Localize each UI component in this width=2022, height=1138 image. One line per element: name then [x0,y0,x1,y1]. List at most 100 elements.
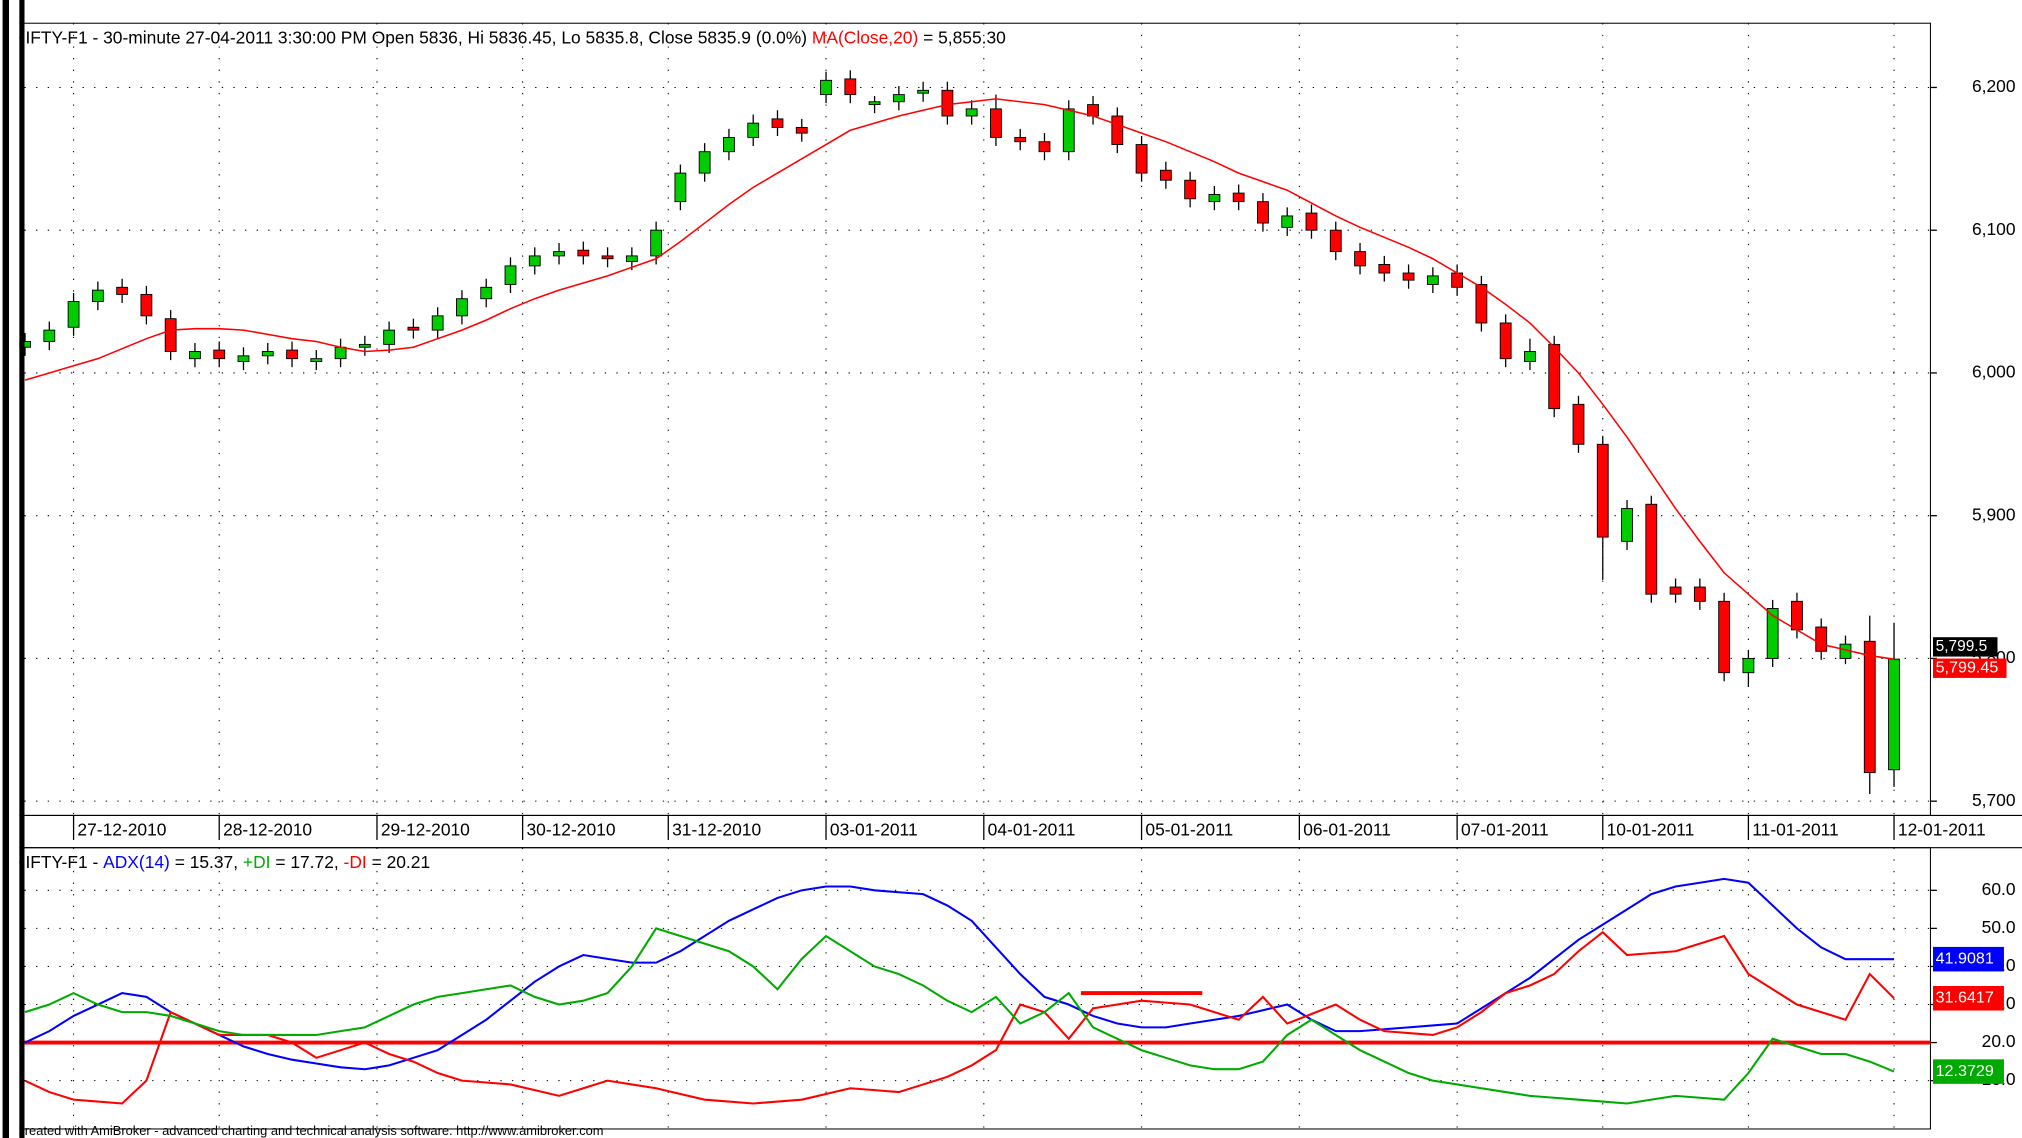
candle-body [990,108,1002,138]
candle-body [917,89,930,94]
plot-layer: NIFTY-F1 - 30-minute 27-04-2011 3:30:00 … [12,23,2016,1129]
candle-body [237,355,250,362]
candle-body [1888,658,1900,771]
y-tick-label: 6,200 [1972,76,2016,96]
candle-body [67,301,80,328]
candle-body [213,349,226,360]
x-tick-label: 10-01-2011 [1607,820,1695,840]
left-gap [9,0,20,1138]
candle-body [820,79,832,96]
title-part: MA(Close,20) [812,27,918,47]
candle-body [1742,657,1755,674]
candle-body [310,358,323,362]
y-tick-label: 50.0 [1982,917,2016,937]
candle-body [941,89,954,117]
candle-body [334,346,347,360]
left-bar [19,0,25,1138]
candle-body [1475,283,1488,324]
x-tick-label: 05-01-2011 [1145,820,1233,840]
candle-body [723,136,735,153]
series-line [24,927,1895,1105]
value-box [1933,1059,2004,1084]
candle-body [140,293,153,317]
footer: Created with AmiBroker - advanced charti… [15,1123,603,1138]
y-tick-label: 60.0 [1982,879,2016,899]
candle-body [261,351,274,357]
candle-body [1208,194,1221,203]
value-box [1933,946,2004,972]
candle-body [456,298,468,317]
x-tick-label: 03-01-2011 [830,820,918,840]
candle-body [625,255,638,263]
candle-body [747,122,760,138]
candle-body [1548,343,1561,410]
x-tick-label: 06-01-2011 [1303,820,1391,840]
x-tick-label: 29-12-2010 [381,820,470,840]
x-tick-label: 27-12-2010 [77,820,166,840]
value-label: 5,799.45 [1936,659,1999,677]
candle-body [431,315,444,331]
candle-body [650,229,663,257]
y-tick-label: 5,900 [1972,504,2016,524]
title-part: = 15.37, [170,852,243,872]
pane-title: NIFTY-F1 - ADX(14) = 15.37, +DI = 17.72,… [13,852,430,872]
candle-body [1257,201,1269,224]
title-part: NIFTY-F1 - 30-minute 27-04-2011 3:30:00 … [13,27,812,47]
value-box [1933,986,2004,1011]
candle-body [553,251,565,257]
candle-body [1669,586,1682,595]
x-tick-label: 31-12-2010 [672,820,761,840]
candle-body [1718,600,1731,674]
candle-body [1524,351,1536,362]
candle-body [698,151,711,174]
x-tick-label: 04-01-2011 [988,820,1076,840]
candle-body [1111,115,1124,146]
candle-body [868,101,881,106]
candle-body [504,265,517,285]
title-part: = 5,855.30 [918,27,1006,47]
candle-body [1281,215,1294,228]
candle-body [1329,229,1342,253]
y-tick-label: 5,700 [1972,790,2016,810]
left-bar [2,0,10,1138]
candle-body [1232,192,1245,203]
title-part: = 17.72, [270,852,343,872]
candle-body [1572,403,1585,445]
candle-body [1693,586,1706,602]
title-part: +DI [243,852,271,872]
candle-body [1645,503,1658,595]
value-box [1933,658,2007,678]
candle-body [674,172,687,203]
candle-body [892,94,905,103]
candle-body [164,318,177,352]
candle-body [1062,108,1075,153]
candle-body [383,329,396,345]
candle-body [1863,640,1876,774]
value-label: 41.9081 [1936,949,1994,967]
candle-body [407,326,420,331]
candle-body [1426,275,1439,285]
candle-body [1184,179,1197,200]
left-edge [0,0,3,1138]
y-tick-label: 20.0 [1982,1031,2016,1051]
candle-body [1791,600,1803,631]
y-tick-label: 6,000 [1972,362,2016,382]
x-tick-label: 12-01-2011 [1898,820,1986,840]
series-line [24,930,1895,1105]
last-price-box [1933,637,1998,657]
candle-body [1766,608,1779,659]
candle-body [286,349,298,360]
y-tick-label: 6,100 [1972,219,2016,239]
candle-body [1159,169,1172,181]
x-tick-label: 28-12-2010 [223,820,312,840]
candle-body [1087,104,1099,117]
x-tick-label: 30-12-2010 [526,820,615,840]
candle-body [1402,272,1415,281]
candle-body [844,78,857,96]
candle-body [1305,212,1318,231]
candle-body [577,249,590,257]
candle-body [43,329,56,342]
value-label: 12.3729 [1936,1062,1994,1080]
